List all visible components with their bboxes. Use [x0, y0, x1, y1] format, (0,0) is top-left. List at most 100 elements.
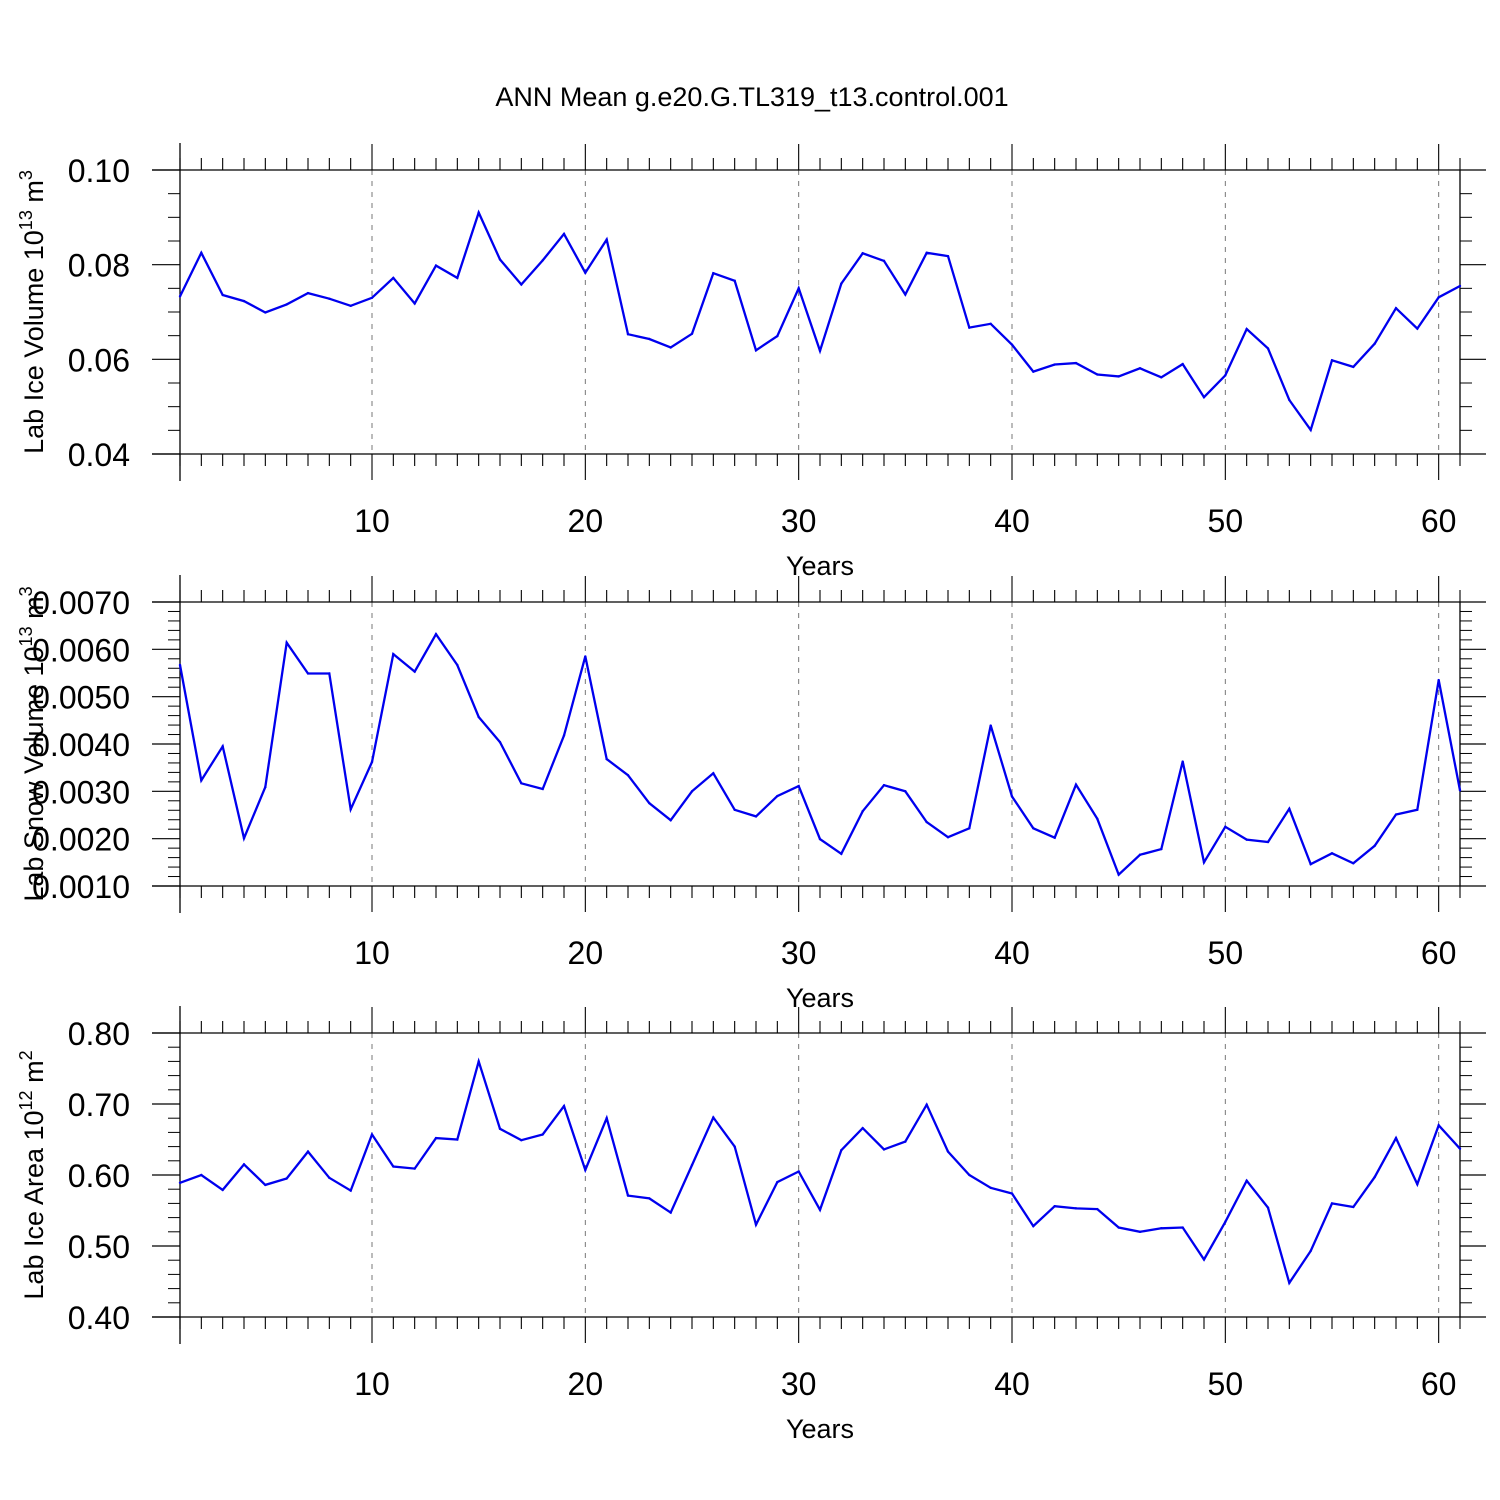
- data-point: [882, 783, 886, 787]
- x-tick-label: 60: [1421, 1366, 1457, 1402]
- data-point: [1202, 861, 1206, 864]
- data-point: [349, 808, 352, 811]
- data-point: [1266, 347, 1270, 350]
- data-point: [1096, 1207, 1099, 1211]
- data-point: [1416, 327, 1419, 330]
- data-point: [413, 1167, 416, 1170]
- y-axis-label-unit-exponent: 2: [16, 1050, 36, 1060]
- data-point: [520, 782, 523, 785]
- y-tick-label: 0.06: [68, 342, 130, 378]
- data-point: [626, 333, 630, 336]
- y-tick-label: 0.0020: [32, 822, 130, 858]
- y-tick-label: 0.0050: [32, 680, 130, 716]
- y-tick-label: 0.80: [68, 1016, 130, 1052]
- data-point: [178, 295, 182, 298]
- data-point: [1032, 1224, 1035, 1228]
- data-point: [946, 836, 950, 839]
- data-point: [989, 1186, 992, 1189]
- data-point: [733, 279, 736, 282]
- data-point: [840, 852, 843, 856]
- data-point: [1373, 342, 1376, 345]
- x-tick-label: 40: [994, 935, 1030, 971]
- y-axis-label-text: Lab Snow Volume 10: [19, 646, 49, 901]
- data-point: [925, 251, 928, 255]
- data-point: [712, 271, 715, 275]
- x-tick-label: 20: [568, 503, 604, 539]
- data-point: [456, 663, 459, 667]
- data-point: [1224, 1220, 1227, 1224]
- data-point: [498, 258, 502, 261]
- data-point: [989, 724, 992, 727]
- data-point: [1117, 873, 1120, 876]
- data-point: [221, 293, 224, 297]
- x-tick-label: 30: [781, 1366, 817, 1402]
- data-point: [1160, 376, 1163, 379]
- data-point: [1181, 1226, 1184, 1229]
- data-point: [370, 1133, 374, 1136]
- data-point: [648, 337, 651, 341]
- y-axis-label: Lab Ice Area 1012 m2: [16, 1050, 49, 1299]
- x-tick-label: 30: [781, 503, 817, 539]
- data-point: [1138, 1230, 1142, 1234]
- data-point: [861, 1126, 864, 1130]
- data-point: [733, 808, 736, 811]
- y-axis-label-exponent: 13: [16, 210, 36, 230]
- data-point: [605, 1117, 608, 1120]
- data-point: [1010, 795, 1014, 798]
- panel-ice-area: Years Lab Ice Area 1012 m2 10 20 30 40 50 60 0…: [16, 1006, 1486, 1444]
- y-axis-label-unit-exponent: 3: [16, 170, 36, 180]
- data-point: [1266, 1206, 1270, 1209]
- data-point: [1288, 1281, 1291, 1285]
- y-tick-label: 0.0060: [32, 632, 130, 668]
- data-point: [1245, 838, 1248, 841]
- data-point: [328, 1176, 331, 1180]
- y-tick-label: 0.04: [68, 437, 130, 473]
- data-point: [669, 819, 672, 822]
- data-point: [797, 784, 800, 788]
- data-point: [1437, 1124, 1440, 1127]
- data-point: [754, 349, 758, 352]
- data-point: [605, 757, 608, 761]
- data-point: [1053, 836, 1056, 839]
- y-axis-label-exponent: 12: [16, 1090, 36, 1110]
- data-point: [456, 1138, 459, 1141]
- data-point: [754, 815, 758, 818]
- x-axis-label: Years: [786, 551, 854, 581]
- data-point: [1053, 1205, 1056, 1208]
- data-point: [946, 254, 950, 258]
- data-point: [1032, 370, 1035, 373]
- x-axis-label: Years: [786, 983, 854, 1013]
- y-tick-label: 0.0010: [32, 869, 130, 905]
- data-point: [733, 1145, 736, 1148]
- x-tick-label: 20: [568, 935, 604, 971]
- data-point: [1202, 1258, 1206, 1261]
- plot-frame: [152, 1006, 1461, 1344]
- data-point: [1181, 760, 1184, 763]
- data-point: [818, 349, 822, 353]
- data-point: [1309, 863, 1312, 866]
- y-tick-label: 0.50: [68, 1229, 130, 1265]
- data-point: [882, 259, 886, 263]
- data-point: [434, 264, 438, 267]
- data-point: [520, 1139, 523, 1142]
- data-point: [562, 232, 566, 236]
- data-point: [1117, 1226, 1120, 1229]
- data-point: [840, 1148, 843, 1152]
- series-line: [178, 209, 1461, 433]
- data-point: [285, 641, 288, 644]
- data-point: [925, 1103, 928, 1106]
- plot-frame: [152, 143, 1461, 481]
- data-point: [1437, 296, 1440, 299]
- data-point: [1245, 1179, 1248, 1182]
- data-point: [1010, 343, 1014, 346]
- data-point: [221, 745, 224, 748]
- data-point: [1160, 1227, 1163, 1230]
- data-point: [1416, 1183, 1419, 1186]
- data-point: [242, 836, 246, 840]
- data-point: [797, 1170, 800, 1173]
- data-point: [1330, 1202, 1334, 1205]
- data-point: [925, 820, 928, 824]
- y-axis-label-unit: m: [19, 596, 49, 626]
- data-point: [690, 790, 694, 793]
